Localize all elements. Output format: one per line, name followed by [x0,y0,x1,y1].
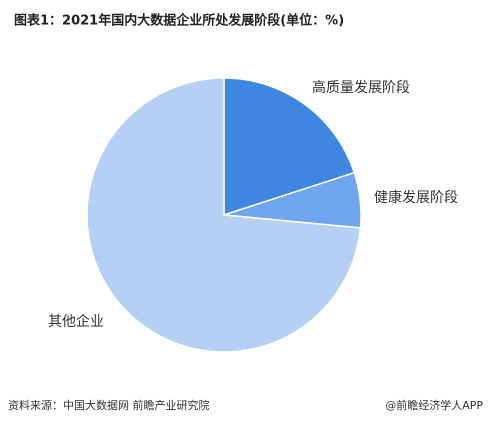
slice-label: 健康发展阶段 [374,189,458,206]
credit: @前瞻经济学人APP [385,398,483,412]
slice-label: 高质量发展阶段 [312,79,410,96]
pie-slice [223,77,356,217]
chart-title: 图表1：2021年国内大数据企业所处发展阶段(单位：%) [14,13,344,29]
slice-label: 其他企业 [48,313,104,330]
source: 资料来源：中国大数据网 前瞻产业研究院 [8,398,210,412]
pie-slice [86,77,362,353]
